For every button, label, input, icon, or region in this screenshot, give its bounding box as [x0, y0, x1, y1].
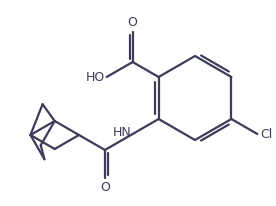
Text: O: O — [100, 181, 110, 194]
Text: HN: HN — [113, 126, 132, 139]
Text: O: O — [128, 16, 137, 29]
Text: HO: HO — [85, 70, 105, 83]
Text: Cl: Cl — [260, 128, 273, 140]
